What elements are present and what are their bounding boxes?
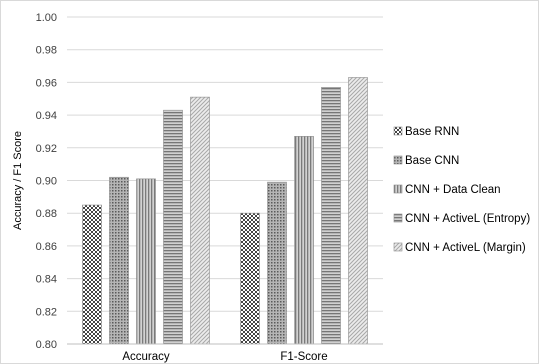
legend-label: Base RNN <box>405 126 459 138</box>
bar-vstripes <box>294 136 314 345</box>
y-tick-label: 0.88 <box>36 208 57 220</box>
legend-entry: CNN + ActiveL (Entropy) <box>393 213 530 225</box>
y-tick-label: 0.96 <box>36 77 57 89</box>
bar-diag <box>190 96 210 345</box>
legend-label: CNN + ActiveL (Margin) <box>405 242 526 254</box>
x-category-label: Accuracy <box>122 351 170 363</box>
bar-dots <box>109 176 129 345</box>
legend-label: Base CNN <box>405 155 459 167</box>
x-axis-categories: Accuracy F1-Score <box>122 351 327 363</box>
legend-swatch <box>393 242 403 252</box>
y-tick-label: 0.98 <box>36 45 57 57</box>
legend-label: CNN + Data Clean <box>405 184 501 196</box>
y-axis-ticks: 0.80 0.82 0.84 0.86 0.88 0.90 0.92 0.94 0.96 0.98… <box>36 12 57 351</box>
y-tick-label: 0.90 <box>36 176 57 188</box>
legend-entry: CNN + ActiveL (Margin) <box>393 242 526 254</box>
legend-entry: Base CNN <box>393 155 459 167</box>
bar-hstripes <box>163 109 183 345</box>
bar-diag <box>348 77 368 345</box>
legend-swatch <box>393 155 403 165</box>
legend-entry: CNN + Data Clean <box>393 184 501 196</box>
y-tick-label: 0.80 <box>36 339 57 351</box>
y-tick-label: 0.92 <box>36 143 57 155</box>
y-tick-label: 0.84 <box>36 274 57 286</box>
legend-swatch <box>393 126 403 136</box>
legend-swatch <box>393 184 403 194</box>
legend: Base RNN Base CNN CNN + Data Clean CNN + Ac… <box>393 126 530 254</box>
y-tick-label: 0.82 <box>36 306 57 318</box>
legend-swatch <box>393 213 403 223</box>
y-tick-label: 0.94 <box>36 110 57 122</box>
bar-dots <box>267 181 287 345</box>
bar-vstripes <box>136 178 156 345</box>
bar-checker <box>240 212 260 345</box>
y-tick-label: 1.00 <box>36 12 57 24</box>
legend-label: CNN + ActiveL (Entropy) <box>405 213 530 225</box>
y-axis-label: Accuracy / F1 Score <box>12 131 24 230</box>
legend-entry: Base RNN <box>393 126 459 138</box>
y-tick-label: 0.86 <box>36 241 57 253</box>
bar-hstripes <box>321 87 341 345</box>
bars <box>82 77 368 345</box>
bar-checker <box>82 204 102 345</box>
x-category-label: F1-Score <box>280 351 327 363</box>
